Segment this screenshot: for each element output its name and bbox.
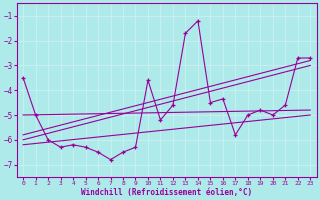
- X-axis label: Windchill (Refroidissement éolien,°C): Windchill (Refroidissement éolien,°C): [81, 188, 252, 197]
